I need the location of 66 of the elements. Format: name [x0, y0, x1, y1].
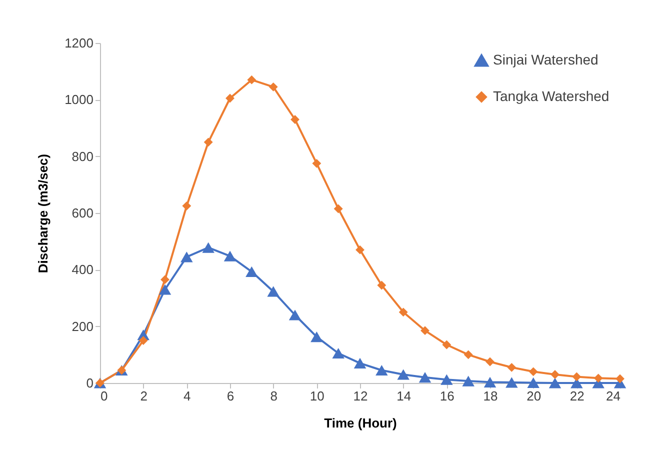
- point: [528, 367, 538, 376]
- y-tick-label: 200: [72, 318, 94, 334]
- point: [180, 252, 193, 262]
- point: [462, 376, 474, 386]
- point: [182, 201, 192, 210]
- point: [332, 348, 344, 359]
- x-tick-label: 14: [396, 388, 412, 404]
- point: [354, 358, 366, 368]
- point: [420, 326, 430, 336]
- point: [507, 362, 516, 372]
- y-tick-label: 1000: [64, 92, 94, 108]
- point: [548, 378, 562, 388]
- x-tick-label: 4: [184, 388, 191, 404]
- point: [247, 75, 256, 84]
- point: [356, 245, 364, 254]
- point: [226, 94, 234, 103]
- point: [376, 364, 388, 376]
- x-tick-label: 18: [483, 388, 498, 404]
- point: [594, 374, 603, 383]
- point: [484, 376, 496, 388]
- x-tick-label: 8: [270, 388, 278, 404]
- y-tick-label: 600: [72, 206, 94, 220]
- point: [442, 340, 452, 350]
- x-tick-label: 6: [226, 388, 234, 404]
- point: [486, 357, 494, 366]
- point: [310, 332, 323, 342]
- x-tick-label: 2: [140, 388, 148, 404]
- legend-label: Tangka Watershed: [493, 88, 610, 104]
- x-tick-label: 12: [353, 388, 368, 404]
- x-tick-label: 0: [100, 388, 108, 404]
- point: [267, 286, 280, 297]
- point: [527, 377, 540, 388]
- point: [572, 372, 582, 382]
- point: [616, 374, 624, 384]
- point: [550, 370, 560, 379]
- x-axis-title: Time (Hour): [324, 416, 397, 430]
- point: [398, 308, 408, 317]
- y-tick-label: 1200: [64, 36, 94, 50]
- point: [204, 138, 213, 147]
- point: [334, 204, 343, 214]
- x-tick-label: 24: [606, 388, 620, 404]
- y-axis-title: Discharge (m3/sec): [36, 154, 51, 274]
- x-tick-label: 16: [440, 388, 454, 404]
- point: [377, 280, 386, 290]
- point: [288, 310, 302, 320]
- point: [246, 266, 258, 277]
- point: [312, 158, 322, 168]
- point: [138, 336, 148, 345]
- point: [440, 374, 453, 385]
- legend-label: Sinjai Watershed: [493, 52, 598, 68]
- point: [397, 369, 410, 380]
- y-tick-label: 400: [72, 262, 94, 278]
- point: [506, 377, 518, 388]
- x-tick-label: 22: [570, 388, 584, 404]
- point: [224, 250, 236, 262]
- point: [160, 275, 170, 284]
- point: [202, 242, 214, 253]
- point: [158, 284, 172, 295]
- point: [464, 350, 473, 360]
- point: [418, 372, 432, 383]
- y-tick-label: 800: [72, 148, 94, 164]
- point: [268, 82, 278, 92]
- point: [290, 115, 300, 124]
- x-tick-label: 10: [310, 388, 324, 404]
- x-tick-label: 20: [526, 388, 542, 404]
- y-tick-label: 0: [86, 376, 94, 390]
